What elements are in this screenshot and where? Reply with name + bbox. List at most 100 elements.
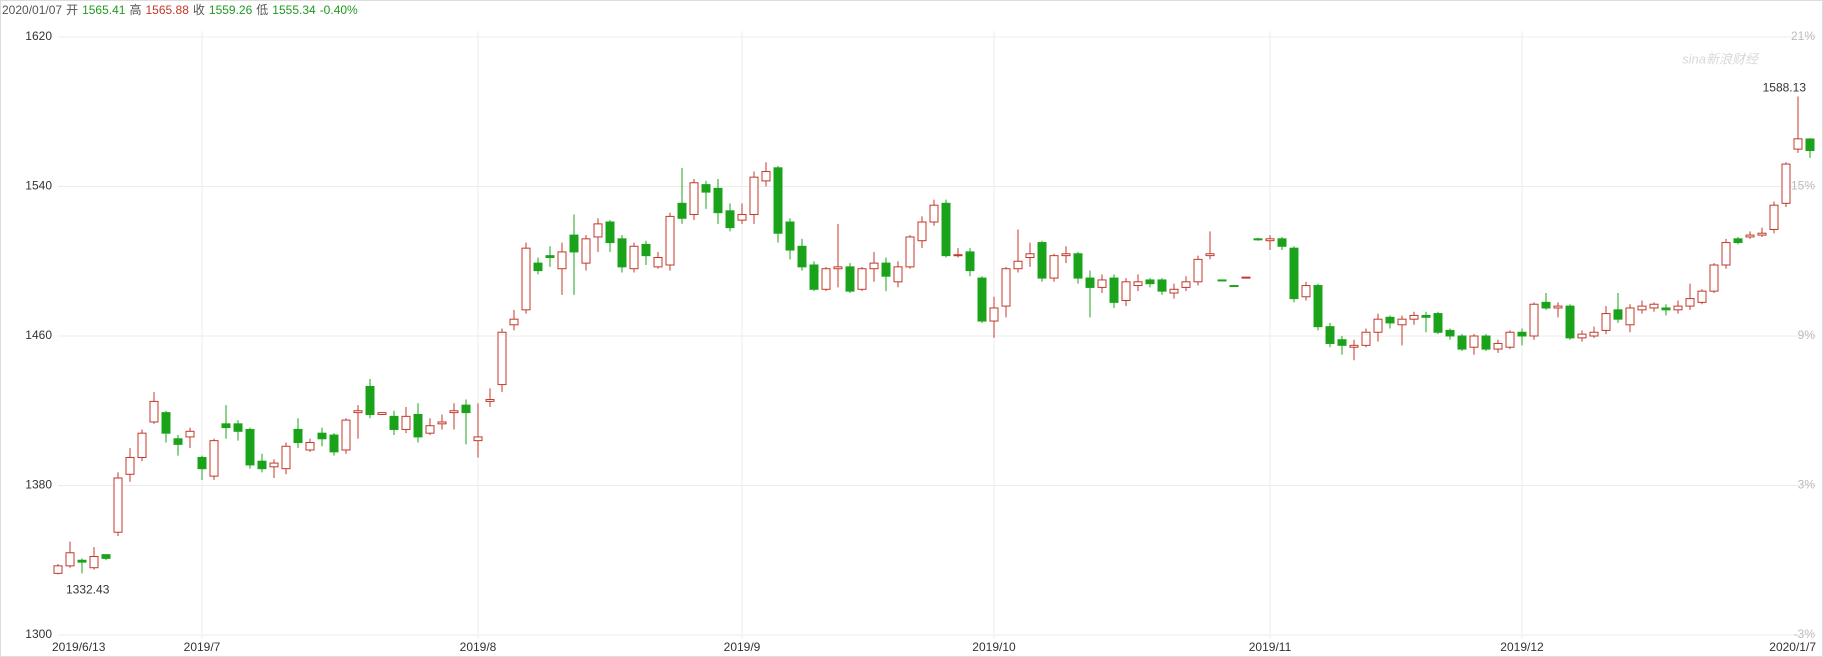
candle-body bbox=[1385, 316, 1395, 324]
candle-body bbox=[449, 410, 459, 414]
candle-body bbox=[149, 400, 159, 423]
candle-body bbox=[305, 442, 315, 451]
candle-body bbox=[1433, 313, 1443, 333]
candle-body bbox=[485, 399, 495, 402]
candle-body bbox=[1301, 285, 1311, 298]
candle-body bbox=[557, 251, 567, 270]
low-label: 低 bbox=[256, 3, 269, 17]
candle-body bbox=[137, 432, 147, 458]
candle-body bbox=[593, 223, 603, 238]
candle-body bbox=[953, 254, 963, 257]
candle-body bbox=[1577, 333, 1587, 339]
candle-body bbox=[629, 245, 639, 270]
candle-body bbox=[809, 264, 819, 290]
x-tick-label: 2019/12 bbox=[1500, 640, 1544, 654]
candle-body bbox=[761, 171, 771, 182]
candle-body bbox=[1253, 238, 1263, 241]
candle-body bbox=[173, 438, 183, 445]
candle-body bbox=[437, 421, 447, 425]
candle-body bbox=[1637, 305, 1647, 311]
candle-body bbox=[1661, 307, 1671, 311]
candle-body bbox=[1001, 268, 1011, 307]
candle-body bbox=[269, 462, 279, 468]
x-tick-label: 2019/9 bbox=[724, 640, 761, 654]
candle-body bbox=[1289, 247, 1299, 300]
candle-body bbox=[857, 268, 867, 290]
y-tick-label: 1540 bbox=[25, 179, 52, 193]
candle-body bbox=[101, 554, 111, 559]
candle-body bbox=[1565, 305, 1575, 339]
candle-body bbox=[1361, 331, 1371, 346]
candle-body bbox=[797, 245, 807, 268]
candle-body bbox=[713, 187, 723, 214]
candle-body bbox=[1541, 301, 1551, 309]
candle-body bbox=[1145, 279, 1155, 285]
candle-body bbox=[1529, 303, 1539, 337]
candle-body bbox=[605, 221, 615, 244]
low-value: 1555.34 bbox=[272, 3, 316, 17]
candle-body bbox=[821, 268, 831, 290]
candle-body bbox=[869, 262, 879, 270]
candle-body bbox=[1397, 318, 1407, 326]
close-value: 1559.26 bbox=[208, 3, 253, 17]
candle-body bbox=[1505, 331, 1515, 348]
candle-body bbox=[161, 412, 171, 434]
candle-body bbox=[1049, 255, 1059, 279]
date: 2020/01/07 bbox=[2, 3, 63, 17]
candle-body bbox=[845, 266, 855, 292]
candle-body bbox=[929, 204, 939, 223]
candle-body bbox=[989, 307, 999, 322]
x-tick-label: 2019/6/13 bbox=[52, 640, 106, 654]
y-tick-label: 1620 bbox=[25, 29, 52, 43]
candle-body bbox=[1745, 234, 1755, 238]
candle-body bbox=[341, 419, 351, 451]
candle-body bbox=[1793, 138, 1803, 150]
candle-body bbox=[425, 425, 435, 434]
y2-tick-label: 3% bbox=[1798, 478, 1816, 492]
candle-body bbox=[389, 415, 399, 430]
candle-body bbox=[1685, 298, 1695, 307]
candle-body bbox=[185, 430, 195, 438]
watermark: sina新浪财经 bbox=[1682, 51, 1760, 66]
candle-body bbox=[1589, 331, 1599, 337]
candle-body bbox=[1781, 163, 1791, 204]
x-tick-label: 2019/7 bbox=[184, 640, 221, 654]
candle-body bbox=[1025, 253, 1035, 259]
candle-body bbox=[893, 266, 903, 283]
high-label: 1588.13 bbox=[1763, 81, 1807, 95]
candle-body bbox=[773, 167, 783, 234]
candle-body bbox=[1445, 329, 1455, 337]
candle-body bbox=[413, 413, 423, 438]
y-tick-label: 1300 bbox=[25, 627, 52, 641]
candle-body bbox=[293, 428, 303, 444]
candle-body bbox=[1421, 314, 1431, 318]
candle-body bbox=[689, 182, 699, 216]
candle-body bbox=[197, 456, 207, 470]
y-tick-label: 1380 bbox=[25, 478, 52, 492]
candle-body bbox=[917, 221, 927, 242]
candle-body bbox=[965, 251, 975, 272]
candle-body bbox=[1061, 253, 1071, 257]
candle-body bbox=[1625, 307, 1635, 326]
open-label: 开 bbox=[66, 3, 79, 17]
candle-body bbox=[1169, 288, 1179, 294]
candle-body bbox=[1517, 331, 1527, 337]
candle-body bbox=[1157, 279, 1167, 292]
candle-body bbox=[1229, 285, 1239, 288]
candle-body bbox=[1277, 238, 1287, 247]
candle-body bbox=[497, 331, 507, 386]
candle-body bbox=[233, 423, 243, 432]
candle-body bbox=[1469, 335, 1479, 348]
candle-body bbox=[1409, 314, 1419, 320]
candle-body bbox=[881, 262, 891, 277]
candle-body bbox=[1337, 339, 1347, 346]
candle-body bbox=[1373, 318, 1383, 333]
candle-body bbox=[521, 247, 531, 311]
candle-body bbox=[473, 436, 483, 442]
candle-body bbox=[785, 221, 795, 251]
candle-body bbox=[113, 477, 123, 533]
candle-body bbox=[1601, 313, 1611, 331]
candle-body bbox=[365, 385, 375, 415]
